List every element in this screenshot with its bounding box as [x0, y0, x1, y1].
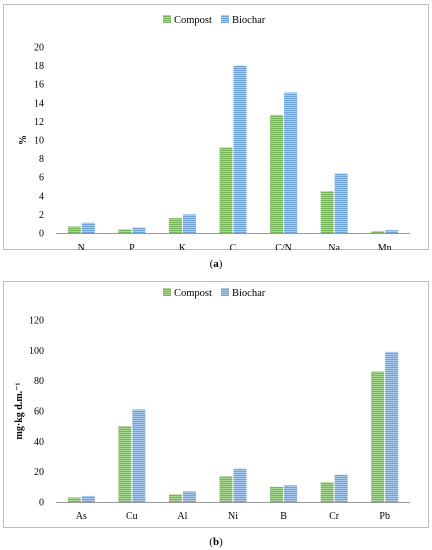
y-tick-label: 4 [39, 191, 44, 202]
legend-swatch-compost [163, 15, 171, 23]
y-axis-title: mg·kg d.m.⁻¹ [14, 383, 25, 440]
bar-compost-c [219, 147, 233, 233]
chart-a: Compost Biochar 0 2 4 6 8 10 12 14 16 18 20% N P K C C/N N… [18, 15, 410, 250]
x-tick-label: K [179, 243, 187, 250]
y-tick-label: 120 [29, 316, 44, 327]
chart-frame-b [3, 281, 429, 528]
y-tick-label: 80 [34, 376, 44, 387]
bar-biochar-mn [385, 230, 399, 233]
y-tick-label: 0 [39, 229, 44, 240]
panel-a: Compost Biochar 0 2 4 6 8 10 12 14 16 18 20% N P K C C/N N… [0, 0, 432, 272]
y-tick-label: 0 [39, 498, 44, 509]
legend-label-compost: Compost [174, 288, 212, 299]
x-tick-label: N [78, 243, 85, 250]
bar-biochar-cr [334, 474, 348, 502]
caption-b-label: b [212, 536, 220, 548]
y-tick-label: 2 [39, 210, 44, 221]
bar-compost-cu [118, 426, 132, 502]
x-tick-label: C [230, 243, 237, 250]
x-tick-label: B [280, 511, 287, 522]
y-tick-label: 100 [29, 346, 44, 357]
y-tick-label: 10 [34, 136, 44, 147]
bar-biochar-ni [233, 468, 247, 502]
y-tick-label: 60 [34, 407, 44, 418]
bar-biochar-al [182, 491, 196, 502]
bar-compost-na [320, 191, 334, 233]
bar-biochar-na [334, 173, 348, 233]
legend-swatch-biochar [221, 288, 229, 296]
bar-biochar-b [284, 485, 298, 502]
y-tick-label: 8 [39, 154, 44, 165]
bar-biochar-c [233, 65, 247, 233]
x-tick-label: P [129, 243, 135, 250]
x-tick-label: C/N [275, 243, 292, 250]
legend-label-biochar: Biochar [232, 288, 266, 299]
bar-biochar-k [182, 214, 196, 233]
bar-compost-n [67, 226, 81, 233]
x-tick-label: Na [328, 243, 340, 250]
bar-compost-cn [270, 114, 284, 233]
bar-biochar-cn [284, 92, 298, 233]
bar-biochar-n [81, 222, 95, 233]
x-tick-label: Cr [329, 511, 340, 522]
bar-biochar-p [132, 227, 146, 233]
bar-compost-mn [371, 231, 385, 233]
x-tick-label: Mn [378, 243, 392, 250]
y-tick-label: 40 [34, 437, 44, 448]
legend: Compost Biochar [163, 15, 266, 26]
x-tick-label: Al [177, 511, 187, 522]
y-axis-title: % [18, 135, 29, 145]
bar-biochar-as [81, 495, 95, 502]
y-tick-label: 6 [39, 173, 44, 184]
x-tick-label: As [76, 511, 87, 522]
x-tick-label: Ni [228, 511, 238, 522]
caption-b: (b) [209, 536, 223, 548]
x-tick-label: Pb [379, 511, 390, 522]
y-tick-label: 12 [34, 117, 44, 128]
bar-compost-pb [371, 371, 385, 502]
x-tick-label: Cu [126, 511, 138, 522]
bar-compost-cr [320, 482, 334, 502]
bar-compost-b [270, 486, 284, 502]
bar-biochar-pb [385, 351, 399, 502]
bar-compost-ni [219, 476, 233, 502]
legend: Compost Biochar [163, 288, 266, 299]
bar-biochar-cu [132, 409, 146, 502]
y-tick-label: 14 [34, 98, 44, 109]
legend-label-biochar: Biochar [232, 15, 266, 26]
caption-a-label: a [213, 258, 219, 270]
bar-compost-p [118, 229, 132, 233]
chart-b: Compost Biochar 0 20 40 60 80 100 120 mg·kg d.m.⁻… [14, 288, 410, 522]
legend-swatch-compost [163, 288, 171, 296]
legend-swatch-biochar [221, 15, 229, 23]
y-tick-label: 20 [34, 43, 44, 54]
y-tick-label: 16 [34, 80, 44, 91]
panel-b: Compost Biochar 0 20 40 60 80 100 120 mg·kg d.m.⁻… [0, 277, 432, 550]
bar-compost-as [67, 497, 81, 502]
y-tick-label: 20 [34, 467, 44, 478]
y-tick-label: 18 [34, 61, 44, 72]
caption-a: (a) [209, 258, 223, 270]
bar-compost-k [168, 218, 182, 233]
chart-frame-a [3, 4, 429, 250]
bar-compost-al [168, 494, 182, 502]
legend-label-compost: Compost [174, 15, 212, 26]
